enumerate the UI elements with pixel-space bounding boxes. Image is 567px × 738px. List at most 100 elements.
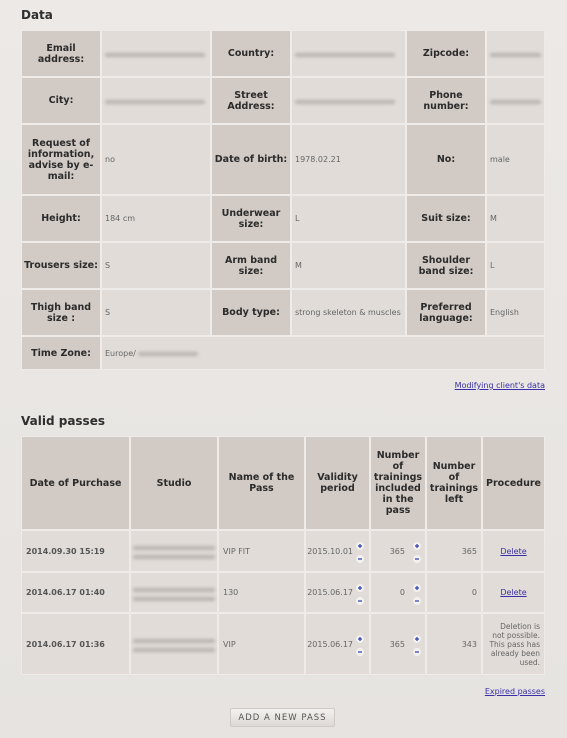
blurred-text <box>295 52 395 57</box>
procedure: Deletion is not possible. This pass has … <box>482 613 545 675</box>
studio <box>130 572 218 613</box>
field-label: Thigh band size : <box>21 289 101 336</box>
field-label: Arm band size: <box>211 242 291 289</box>
procedure: Delete <box>482 572 545 613</box>
field-label: Preferred language: <box>406 289 486 336</box>
field-label: Height: <box>21 195 101 242</box>
blurred-text <box>133 555 215 559</box>
field-label: Street Address: <box>211 77 291 124</box>
field-value: S <box>101 289 211 336</box>
column-header: Studio <box>130 436 218 530</box>
field-label: City: <box>21 77 101 124</box>
field-label: Body type: <box>211 289 291 336</box>
field-value: M <box>486 195 545 242</box>
field-label: Country: <box>211 30 291 77</box>
validity-period: 2015.10.01 <box>305 530 370 572</box>
minus-button[interactable] <box>413 555 421 563</box>
delete-link[interactable]: Delete <box>500 546 527 556</box>
column-header: Date of Purchase <box>21 436 130 530</box>
plus-button[interactable] <box>413 542 421 550</box>
field-label: Email address: <box>21 30 101 77</box>
included-count: 0 <box>399 588 405 597</box>
pass-name: 130 <box>218 572 305 613</box>
field-value <box>486 77 545 124</box>
plus-button[interactable] <box>413 635 421 643</box>
field-value: English <box>486 289 545 336</box>
validity-period: 2015.06.17 <box>305 572 370 613</box>
field-label: Request of information, advise by e-mail… <box>21 124 101 195</box>
column-header: Number of trainings included in the pass <box>370 436 426 530</box>
blurred-text <box>138 352 198 356</box>
field-value: L <box>486 242 545 289</box>
field-value <box>291 30 406 77</box>
field-label: Shoulder band size: <box>406 242 486 289</box>
field-value: no <box>101 124 211 195</box>
plus-button[interactable] <box>413 583 421 592</box>
studio <box>130 613 218 675</box>
plus-button[interactable] <box>356 583 364 592</box>
procedure: Delete <box>482 530 545 572</box>
field-label: Date of birth: <box>211 124 291 195</box>
blurred-text <box>133 648 215 652</box>
plus-button[interactable] <box>356 542 364 550</box>
section-title: Data <box>21 8 53 22</box>
procedure-note: Deletion is not possible. This pass has … <box>489 621 540 667</box>
trainings-included: 365 <box>370 530 426 572</box>
included-count: 365 <box>389 639 405 649</box>
validity-date: 2015.06.17 <box>307 588 353 597</box>
studio <box>130 530 218 572</box>
field-value: 184 cm <box>101 195 211 242</box>
included-count: 365 <box>389 546 405 556</box>
field-value <box>101 30 211 77</box>
column-header: Validity period <box>305 436 370 530</box>
column-header: Name of the Pass <box>218 436 305 530</box>
field-value: male <box>486 124 545 195</box>
field-value <box>101 77 211 124</box>
minus-button[interactable] <box>413 596 421 605</box>
field-label: Phone number: <box>406 77 486 124</box>
validity-date: 2015.10.01 <box>307 546 353 556</box>
trainings-left: 0 <box>426 572 482 613</box>
column-header: Number of trainings left <box>426 436 482 530</box>
field-value: M <box>291 242 406 289</box>
minus-button[interactable] <box>356 596 364 605</box>
blurred-text <box>490 52 541 57</box>
field-label: Suit size: <box>406 195 486 242</box>
field-label: Time Zone: <box>21 336 101 370</box>
blurred-text <box>105 99 205 104</box>
trainings-included: 365 <box>370 613 426 675</box>
purchase-date: 2014.09.30 15:19 <box>21 530 130 572</box>
expired-link[interactable]: Expired passes <box>484 687 545 696</box>
field-value: 1978.02.21 <box>291 124 406 195</box>
trainings-left: 365 <box>426 530 482 572</box>
blurred-text <box>133 587 215 592</box>
field-label: Zipcode: <box>406 30 486 77</box>
purchase-date: 2014.06.17 01:40 <box>21 572 130 613</box>
minus-button[interactable] <box>413 648 421 656</box>
minus-button[interactable] <box>356 555 364 563</box>
section-title: Valid passes <box>21 414 105 428</box>
field-label: Underwear size: <box>211 195 291 242</box>
field-value: S <box>101 242 211 289</box>
blurred-text <box>105 52 205 57</box>
validity-period: 2015.06.17 <box>305 613 370 675</box>
field-label: No: <box>406 124 486 195</box>
blurred-text <box>133 546 215 550</box>
blurred-text <box>295 99 395 104</box>
trainings-included: 0 <box>370 572 426 613</box>
delete-link[interactable]: Delete <box>500 588 527 597</box>
modify-link[interactable]: Modifying client's data <box>454 381 545 390</box>
trainings-left: 343 <box>426 613 482 675</box>
pass-name: VIP FIT <box>218 530 305 572</box>
add-pass-button[interactable]: ADD A NEW PASS <box>230 708 335 727</box>
plus-button[interactable] <box>356 635 364 643</box>
field-label: Trousers size: <box>21 242 101 289</box>
field-value: strong skeleton & muscles <box>291 289 406 336</box>
pass-name: VIP <box>218 613 305 675</box>
blurred-text <box>133 596 215 601</box>
blurred-text <box>490 99 541 104</box>
column-header: Procedure <box>482 436 545 530</box>
minus-button[interactable] <box>356 648 364 656</box>
validity-date: 2015.06.17 <box>307 639 353 649</box>
